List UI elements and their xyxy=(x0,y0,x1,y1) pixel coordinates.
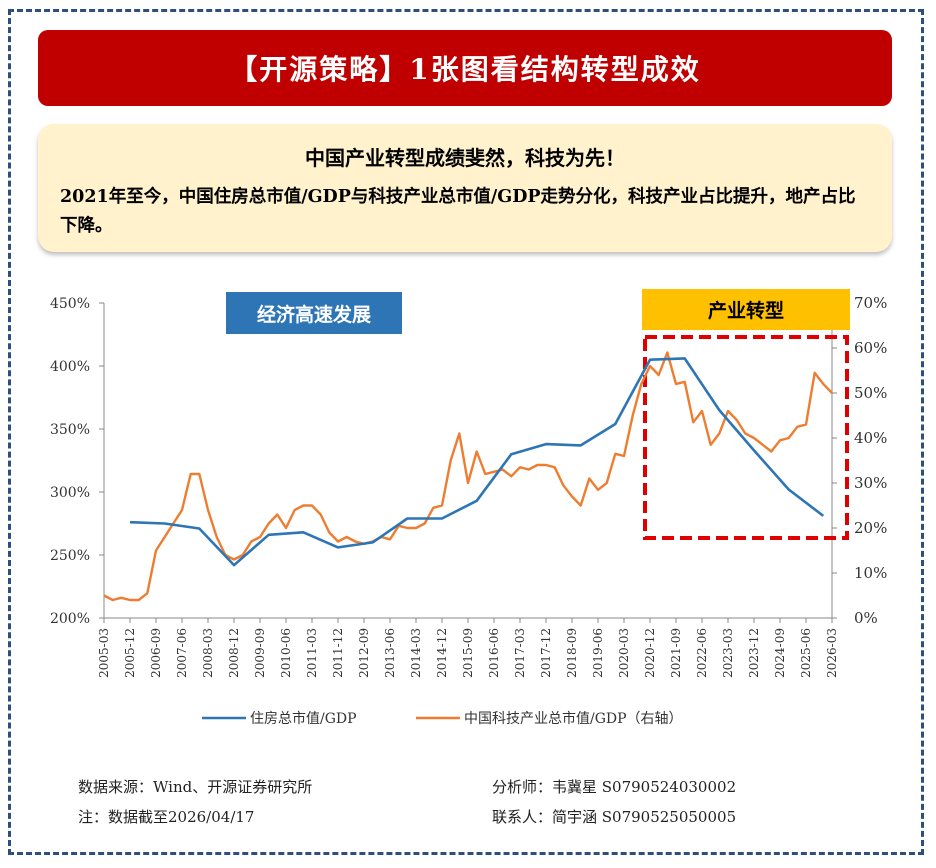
x-axis-tick-label: 2022-06 xyxy=(695,628,709,678)
legend: 住房总市值/GDP 中国科技产业总市值/GDP（右轴） xyxy=(202,710,683,727)
x-axis-tick-label: 2025-06 xyxy=(799,628,813,678)
series-line-housing-value-gdp xyxy=(129,357,825,567)
x-axis-tick-label: 2026-03 xyxy=(825,628,839,678)
x-axis-tick-label: 2014-03 xyxy=(409,628,423,678)
x-axis-tick-label: 2008-12 xyxy=(227,628,241,678)
left-axis-tick-label: 450% xyxy=(50,296,90,312)
x-axis-tick-label: 2018-09 xyxy=(565,628,579,678)
phase-label-box-right xyxy=(642,289,850,330)
phase-label-box-left xyxy=(226,292,402,334)
x-axis-tick-label: 2005-12 xyxy=(123,628,137,678)
left-axis-tick-label: 300% xyxy=(50,485,90,501)
footer-source: 数据来源：Wind、开源证券研究所 xyxy=(78,778,313,796)
x-axis-tick-label: 2011-12 xyxy=(331,628,345,678)
right-axis-tick-label: 30% xyxy=(854,474,887,492)
x-axis-tick-label: 2020-12 xyxy=(643,628,657,678)
right-axis-tick-label: 20% xyxy=(854,519,887,537)
right-axis-ticks: 0% 10% 20% 30% 40% 50% 60% 70% xyxy=(832,294,887,627)
line-chart: 200% 250% 300% 350% 400% 450% 0% 10% 20% 30% 40% 5… xyxy=(50,289,887,727)
x-axis-tick-label: 2015-09 xyxy=(461,628,475,678)
x-axis-tick-label: 2014-12 xyxy=(435,628,449,678)
highlight-box xyxy=(643,335,849,540)
x-axis-tick-label: 2021-09 xyxy=(669,628,683,678)
right-axis-tick-label: 50% xyxy=(854,384,887,402)
x-axis-tick-label: 2007-06 xyxy=(175,628,189,678)
x-axis-ticks: 2005-03 2005-12 2006-09 2007-06 2008-03 2008-… xyxy=(97,618,839,678)
left-axis-tick-label: 350% xyxy=(50,422,90,438)
x-axis-tick-label: 2024-09 xyxy=(773,628,787,678)
x-axis-tick-label: 2006-09 xyxy=(149,628,163,678)
right-axis-tick-label: 0% xyxy=(854,609,878,627)
x-axis-tick-label: 2023-12 xyxy=(747,628,761,678)
x-axis-tick-label: 2011-03 xyxy=(305,628,319,678)
x-axis-tick-label: 2010-06 xyxy=(279,628,293,678)
legend-label-housing: 住房总市值/GDP xyxy=(250,710,357,727)
summary-body: 2021年至今，中国住房总市值/GDP与科技产业总市值/GDP走势分化，科技产业… xyxy=(60,187,856,236)
left-axis-tick-label: 250% xyxy=(50,548,90,564)
footer-note: 注：数据截至2026/04/17 xyxy=(78,808,255,826)
x-axis-tick-label: 2023-03 xyxy=(721,628,735,678)
left-axis-tick-label: 400% xyxy=(50,359,90,375)
x-axis-tick-label: 2012-09 xyxy=(357,628,371,678)
phase-label-right: 产业转型 xyxy=(708,299,784,322)
x-axis-tick-label: 2013-06 xyxy=(383,628,397,678)
x-axis-tick-label: 2009-09 xyxy=(253,628,267,678)
legend-label-tech: 中国科技产业总市值/GDP（右轴） xyxy=(464,710,683,727)
right-axis-tick-label: 40% xyxy=(854,429,887,447)
page-title-banner: 【开源策略】1张图看结构转型成效 xyxy=(38,30,892,106)
series-line-tech-market-cap-gdp xyxy=(103,351,833,602)
page-title: 【开源策略】1张图看结构转型成效 xyxy=(229,53,701,86)
right-axis-tick-label: 70% xyxy=(854,294,887,312)
x-axis-tick-label: 2008-03 xyxy=(201,628,215,678)
page-frame xyxy=(8,9,924,855)
left-axis-ticks: 200% 250% 300% 350% 400% 450% xyxy=(50,296,104,627)
x-axis-tick-label: 2005-03 xyxy=(97,628,111,678)
right-axis-tick-label: 10% xyxy=(854,564,887,582)
right-axis-tick-label: 60% xyxy=(854,339,887,357)
x-axis-tick-label: 2019-06 xyxy=(591,628,605,678)
x-axis-tick-label: 2017-12 xyxy=(539,628,553,678)
footer-analyst: 分析师：韦冀星 S0790524030002 xyxy=(492,778,737,796)
x-axis-tick-label: 2020-03 xyxy=(617,628,631,678)
summary-box: 中国产业转型成绩斐然，科技为先！ 2021年至今，中国住房总市值/GDP与科技产… xyxy=(38,124,892,252)
summary-headline: 中国产业转型成绩斐然，科技为先！ xyxy=(305,146,625,170)
footer-contact: 联系人：简宇涵 S0790525050005 xyxy=(492,808,737,826)
x-axis-tick-label: 2016-06 xyxy=(487,628,501,678)
x-axis-tick-label: 2017-03 xyxy=(513,628,527,678)
left-axis-tick-label: 200% xyxy=(50,611,90,627)
phase-label-left: 经济高速发展 xyxy=(257,303,371,326)
chart-axes xyxy=(103,303,833,619)
